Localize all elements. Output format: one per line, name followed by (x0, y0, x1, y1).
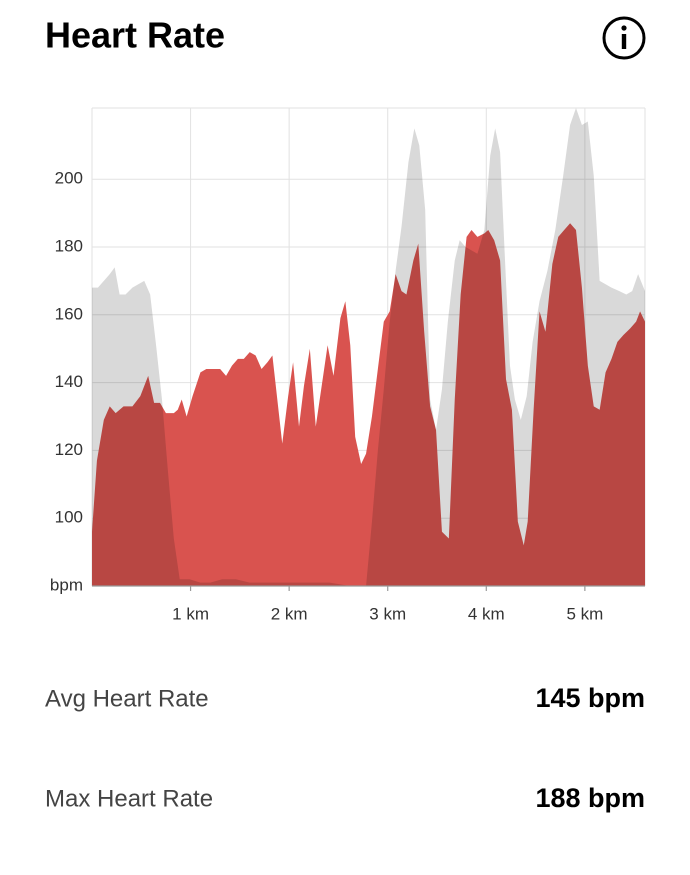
y-tick-label: 100 (55, 508, 83, 527)
y-tick-label: 140 (55, 372, 83, 391)
chart-title: Heart Rate (45, 15, 225, 56)
stat-value: 145 bpm (535, 683, 645, 713)
info-icon-dot[interactable] (621, 25, 627, 31)
y-tick-label: 180 (55, 236, 83, 255)
stat-value: 188 bpm (535, 783, 645, 813)
info-button[interactable] (602, 16, 646, 60)
info-icon-circle[interactable] (602, 16, 646, 60)
y-tick-label: 160 (55, 304, 83, 323)
info-icon-bar[interactable] (621, 34, 627, 49)
areas (92, 108, 645, 587)
x-tick-label: 2 km (271, 604, 308, 623)
area (92, 108, 645, 586)
y-tick-label: 200 (55, 169, 83, 188)
stat-label: Avg Heart Rate (45, 685, 209, 712)
x-tick-label: 1 km (172, 604, 209, 623)
y-tick-label: 120 (55, 440, 83, 459)
axes: bpm 100 120 140 160 180 200 1 km 2 km 3 km 4 km 5 k… (50, 169, 645, 623)
x-tick-label: 5 km (566, 604, 603, 623)
y-tick-label: bpm (50, 575, 83, 594)
stat-label: Max Heart Rate (45, 785, 213, 812)
x-tick-label: 4 km (468, 604, 505, 623)
x-tick-label: 3 km (369, 604, 406, 623)
plot: bpm 100 120 140 160 180 200 1 km 2 km 3 km 4 km 5 k… (50, 107, 646, 623)
